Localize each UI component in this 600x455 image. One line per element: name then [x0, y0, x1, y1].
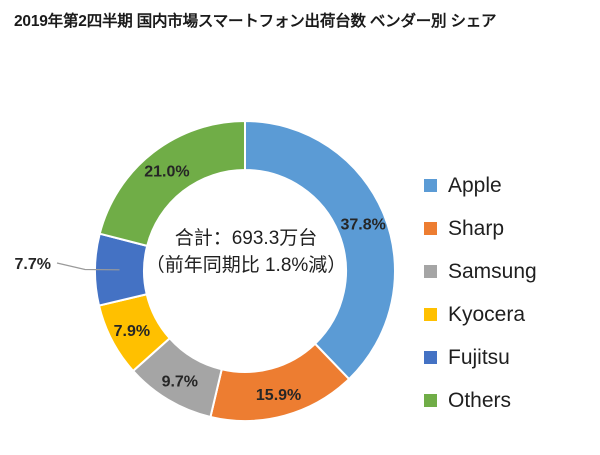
data-label-sharp: 15.9%	[256, 387, 301, 404]
center-annotation-yoy: （前年同期比 1.8%減）	[145, 254, 347, 276]
legend-swatch-icon	[424, 222, 437, 235]
data-label-apple: 37.8%	[341, 216, 386, 233]
legend-item-samsung[interactable]: Samsung	[424, 250, 594, 293]
legend-item-label: Others	[448, 389, 512, 412]
legend-item-label: Apple	[448, 174, 502, 197]
data-label-kyocera: 7.9%	[114, 323, 150, 340]
legend-swatch-icon	[424, 351, 437, 364]
data-label-group: 37.8% 15.9% 9.7% 7.9% 7.7% 21.0%	[15, 163, 386, 404]
data-label-fujitsu: 7.7%	[15, 256, 51, 273]
donut-slice-others[interactable]	[98, 119, 246, 248]
center-annotation-total: 合計：693.3万台	[174, 228, 318, 249]
data-label-others: 21.0%	[144, 163, 189, 180]
legend-item-sharp[interactable]: Sharp	[424, 207, 594, 250]
legend-item-label: Samsung	[448, 260, 537, 283]
donut-slice-group	[94, 119, 396, 422]
legend-item-label: Sharp	[448, 217, 505, 240]
center-annotation: 合計：693.3万台 （前年同期比 1.8%減）	[112, 226, 380, 280]
legend-item-others[interactable]: Others	[424, 379, 594, 422]
legend-item-apple[interactable]: Apple	[424, 164, 594, 207]
page-title: 2019年第2四半期 国内市場スマートフォン出荷台数 ベンダー別 シェア	[14, 13, 497, 30]
legend-item-fujitsu[interactable]: Fujitsu	[424, 336, 594, 379]
legend-item-kyocera[interactable]: Kyocera	[424, 293, 594, 336]
leader-line-fujitsu	[56, 262, 120, 271]
legend-item-label: Kyocera	[448, 303, 526, 326]
donut-slice-apple[interactable]	[244, 119, 396, 381]
legend-swatch-icon	[424, 394, 437, 407]
legend-swatch-icon	[424, 308, 437, 321]
legend-swatch-icon	[424, 265, 437, 278]
legend-swatch-icon	[424, 179, 437, 192]
chart-legend: Apple Sharp Samsung Kyocera Fujitsu Others	[424, 164, 594, 422]
data-label-samsung: 9.7%	[162, 374, 198, 391]
leader-line-group	[56, 262, 120, 271]
legend-item-label: Fujitsu	[448, 346, 510, 369]
